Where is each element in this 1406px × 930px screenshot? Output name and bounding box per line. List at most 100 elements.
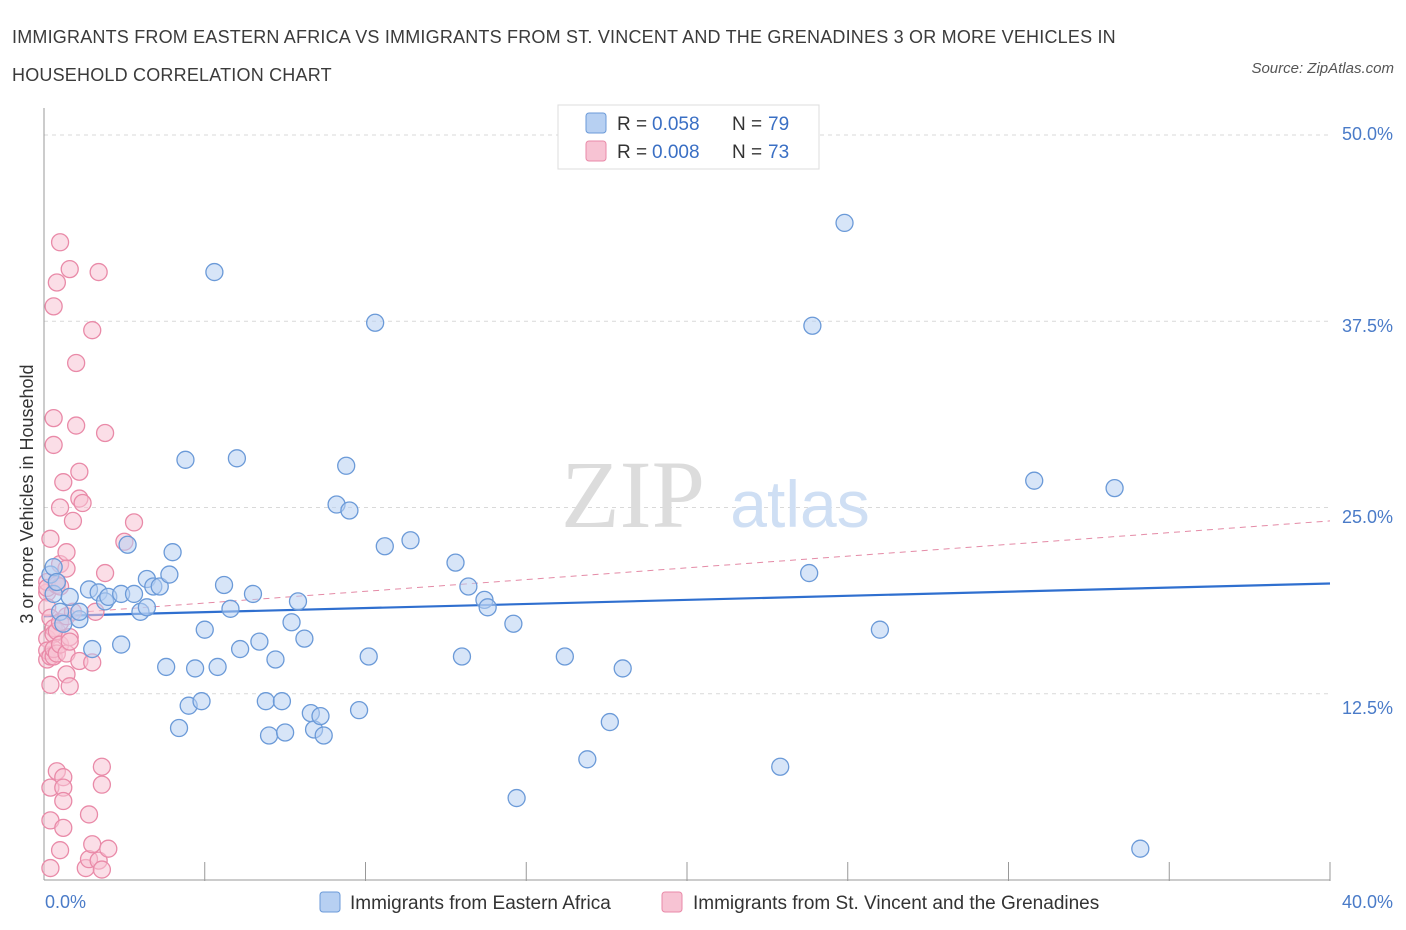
blue-point-5 (54, 614, 73, 633)
blue-point-76 (1025, 471, 1044, 490)
source-label: Source: ZipAtlas.com (1251, 60, 1394, 77)
blue-point-47 (295, 629, 314, 648)
blue-point-34 (214, 575, 234, 595)
pink-point-68 (95, 423, 115, 443)
pink-point-10 (41, 529, 60, 548)
y-tick-label-37-5: 37.5% (1342, 316, 1393, 336)
blue-point-53 (337, 456, 356, 475)
series-legend-swatch-blue (319, 891, 341, 913)
blue-point-54 (340, 501, 359, 520)
blue-point-30 (192, 692, 211, 711)
pink-point-65 (92, 775, 112, 794)
watermark-zip: ZIP (561, 441, 705, 548)
blue-point-62 (459, 577, 478, 596)
legend-swatch-blue (585, 112, 607, 134)
blue-point-26 (169, 718, 189, 738)
blue-point-39 (250, 632, 269, 651)
y-tick-labels: 12.5% 25.0% 37.5% 50.0% (1342, 124, 1393, 718)
blue-point-75 (870, 620, 890, 639)
pink-point-38 (54, 473, 73, 492)
pink-point-39 (57, 543, 76, 562)
series-legend: Immigrants from Eastern Africa Immigrant… (319, 891, 1099, 914)
blue-point-36 (227, 449, 247, 468)
blue-point-35 (221, 599, 240, 618)
x-axis-ticks (204, 862, 1331, 881)
blue-point-59 (401, 531, 420, 550)
blue-point-77 (1105, 478, 1124, 498)
pink-point-32 (50, 498, 70, 517)
legend-swatch-pink (585, 140, 607, 162)
blue-point-44 (275, 723, 295, 742)
pink-point-59 (83, 321, 102, 340)
x-tick-label-max: 40.0% (1342, 892, 1393, 912)
legend-r-label-blue: R = (617, 114, 647, 135)
pink-point-55 (73, 493, 92, 513)
pink-point-66 (92, 757, 112, 776)
pink-point-7 (41, 675, 60, 694)
blue-point-68 (578, 750, 597, 769)
blue-point-23 (157, 657, 176, 677)
blue-point-22 (150, 577, 169, 596)
legend-r-value-blue: 0.058 (652, 114, 700, 135)
blue-point-1 (44, 557, 63, 577)
blue-point-42 (266, 650, 285, 669)
pink-point-14 (44, 408, 63, 428)
stats-legend: R = 0.058 N = 79 R = 0.008 N = 73 (557, 104, 820, 170)
blue-point-66 (507, 788, 526, 808)
pink-point-70 (99, 839, 118, 858)
blue-point-40 (256, 692, 275, 711)
pink-point-13 (41, 858, 60, 878)
pink-point-45 (60, 677, 79, 696)
blue-point-33 (208, 657, 227, 677)
legend-r-label-pink: R = (617, 142, 647, 163)
blue-point-19 (137, 598, 157, 617)
pink-point-21 (47, 273, 67, 292)
x-tick-label-min: 0.0% (45, 892, 86, 912)
y-tick-label-25: 25.0% (1342, 507, 1393, 527)
blue-point-16 (118, 535, 137, 554)
pink-point-33 (50, 841, 70, 860)
blue-point-64 (478, 598, 497, 617)
blue-point-56 (359, 647, 378, 666)
pink-point-37 (54, 818, 73, 837)
series-blue-points (41, 213, 1150, 858)
blue-point-73 (803, 316, 822, 335)
blue-point-6 (60, 587, 79, 607)
blue-point-27 (176, 450, 195, 469)
pink-point-50 (67, 353, 86, 373)
pink-point-19 (44, 297, 63, 316)
blue-point-38 (243, 584, 263, 604)
blue-point-46 (288, 592, 308, 611)
blue-point-8 (70, 602, 89, 621)
series-legend-label-blue: Immigrants from Eastern Africa (350, 893, 611, 914)
legend-n-label-pink: N = (732, 142, 762, 163)
blue-point-31 (195, 620, 214, 639)
pink-point-51 (67, 416, 86, 435)
watermark-atlas: atlas (730, 467, 869, 541)
series-legend-label-pink: Immigrants from St. Vincent and the Gren… (693, 893, 1099, 914)
pink-point-58 (79, 805, 99, 824)
series-legend-swatch-pink (661, 891, 683, 913)
blue-point-37 (230, 639, 250, 659)
blue-point-51 (314, 726, 333, 745)
blue-point-32 (205, 262, 224, 282)
y-tick-label-12-5: 12.5% (1342, 698, 1393, 718)
blue-point-58 (375, 537, 394, 556)
pink-point-36 (54, 791, 73, 811)
pink-point-27 (50, 233, 70, 252)
blue-point-65 (504, 614, 523, 633)
blue-point-57 (365, 313, 385, 332)
legend-r-value-pink: 0.008 (652, 142, 700, 163)
legend-n-value-blue: 79 (768, 114, 789, 135)
pink-point-72 (124, 513, 144, 532)
blue-point-72 (800, 563, 819, 583)
pink-point-61 (83, 835, 102, 854)
legend-n-label-blue: N = (732, 114, 762, 135)
blue-point-24 (160, 565, 179, 584)
blue-point-17 (124, 584, 144, 604)
trend-line-blue (43, 582, 1331, 618)
y-axis-title: 3 or more Vehicles in Household (17, 364, 37, 623)
blue-point-10 (83, 639, 102, 659)
series-pink-points (38, 233, 144, 879)
